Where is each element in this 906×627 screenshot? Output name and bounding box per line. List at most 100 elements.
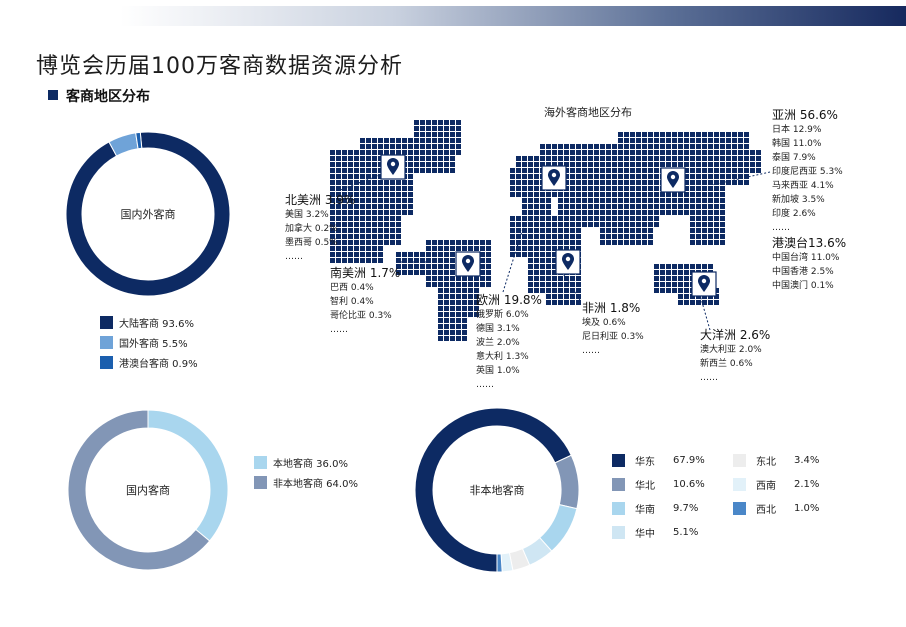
map-dot [456,336,461,341]
map-dot [630,210,635,215]
map-dot [450,144,455,149]
map-dot [552,294,557,299]
map-dot [576,276,581,281]
map-dot [636,222,641,227]
map-dot [330,228,335,233]
map-dot [450,312,455,317]
map-dot [702,186,707,191]
map-dot [522,234,527,239]
legend-domestic-foreign: 大陆客商 93.6% 国外客商 5.5% 港澳台客商 0.9% [100,312,198,372]
map-dot [624,174,629,179]
map-dot [576,204,581,209]
map-dot [648,144,653,149]
map-dot [534,270,539,275]
map-dot [366,240,371,245]
map-dot [636,228,641,233]
map-dot [564,216,569,221]
map-dot [636,204,641,209]
map-dot [408,162,413,167]
map-dot [552,282,557,287]
map-dot [396,144,401,149]
map-dot [570,162,575,167]
map-dot [396,150,401,155]
legend-item: 东北 3.4% [733,448,819,472]
map-dot [354,186,359,191]
map-dot [738,162,743,167]
map-dot [558,282,563,287]
map-dot [690,210,695,215]
map-dot [336,216,341,221]
map-dot [426,132,431,137]
map-dot [432,126,437,131]
map-dot [372,222,377,227]
map-dot [426,240,431,245]
map-dot [720,156,725,161]
map-dot [630,192,635,197]
map-dot [366,144,371,149]
map-dot [360,228,365,233]
map-dot [546,264,551,269]
map-dot [570,186,575,191]
region-title: 港澳台13.6% [772,236,847,250]
map-dot [744,156,749,161]
map-dot [348,150,353,155]
map-dot [654,270,659,275]
map-dot [702,162,707,167]
map-dot [600,162,605,167]
map-dot [690,222,695,227]
map-dot [720,150,725,155]
map-dot [624,222,629,227]
region-country-item: 泰国 7.9% [772,153,816,163]
map-dot [588,222,593,227]
map-dot [408,192,413,197]
map-dot [420,264,425,269]
map-dot [444,282,449,287]
map-dot [432,156,437,161]
map-dot [342,174,347,179]
map-dot [462,336,467,341]
map-dot [726,156,731,161]
map-dot [546,294,551,299]
map-dot [348,198,353,203]
map-dot [366,174,371,179]
map-dot [564,150,569,155]
map-dot [534,240,539,245]
map-dot [396,216,401,221]
map-dot [360,192,365,197]
map-dot [372,234,377,239]
map-dot [648,156,653,161]
region-country-item: …… [582,346,600,356]
map-dot [462,276,467,281]
map-dot [618,228,623,233]
region-country-item: 新加坡 3.5% [772,195,825,205]
map-dot [534,252,539,257]
map-dot [366,150,371,155]
map-dot [366,138,371,143]
map-dot [360,138,365,143]
map-dot [720,168,725,173]
map-dot [630,162,635,167]
map-dot [546,300,551,305]
map-dot [438,162,443,167]
map-dot [648,186,653,191]
map-dot [606,192,611,197]
map-dot [576,210,581,215]
map-dot [570,174,575,179]
map-dot [384,138,389,143]
map-dot [366,210,371,215]
legend-swatch [100,355,113,369]
map-dot [660,138,665,143]
map-dot [582,168,587,173]
map-dot [642,138,647,143]
map-dot [714,156,719,161]
map-dot [396,234,401,239]
map-dot [402,204,407,209]
map-dot [702,210,707,215]
legend-swatch [100,315,113,329]
map-dot [516,168,521,173]
map-dot [390,234,395,239]
map-dot [672,288,677,293]
map-dot [534,216,539,221]
legend-nonlocal-col1: 华东 67.9% 华北 10.6% 华南 9.7% 华中 5.1% [612,448,705,544]
map-dot [444,264,449,269]
